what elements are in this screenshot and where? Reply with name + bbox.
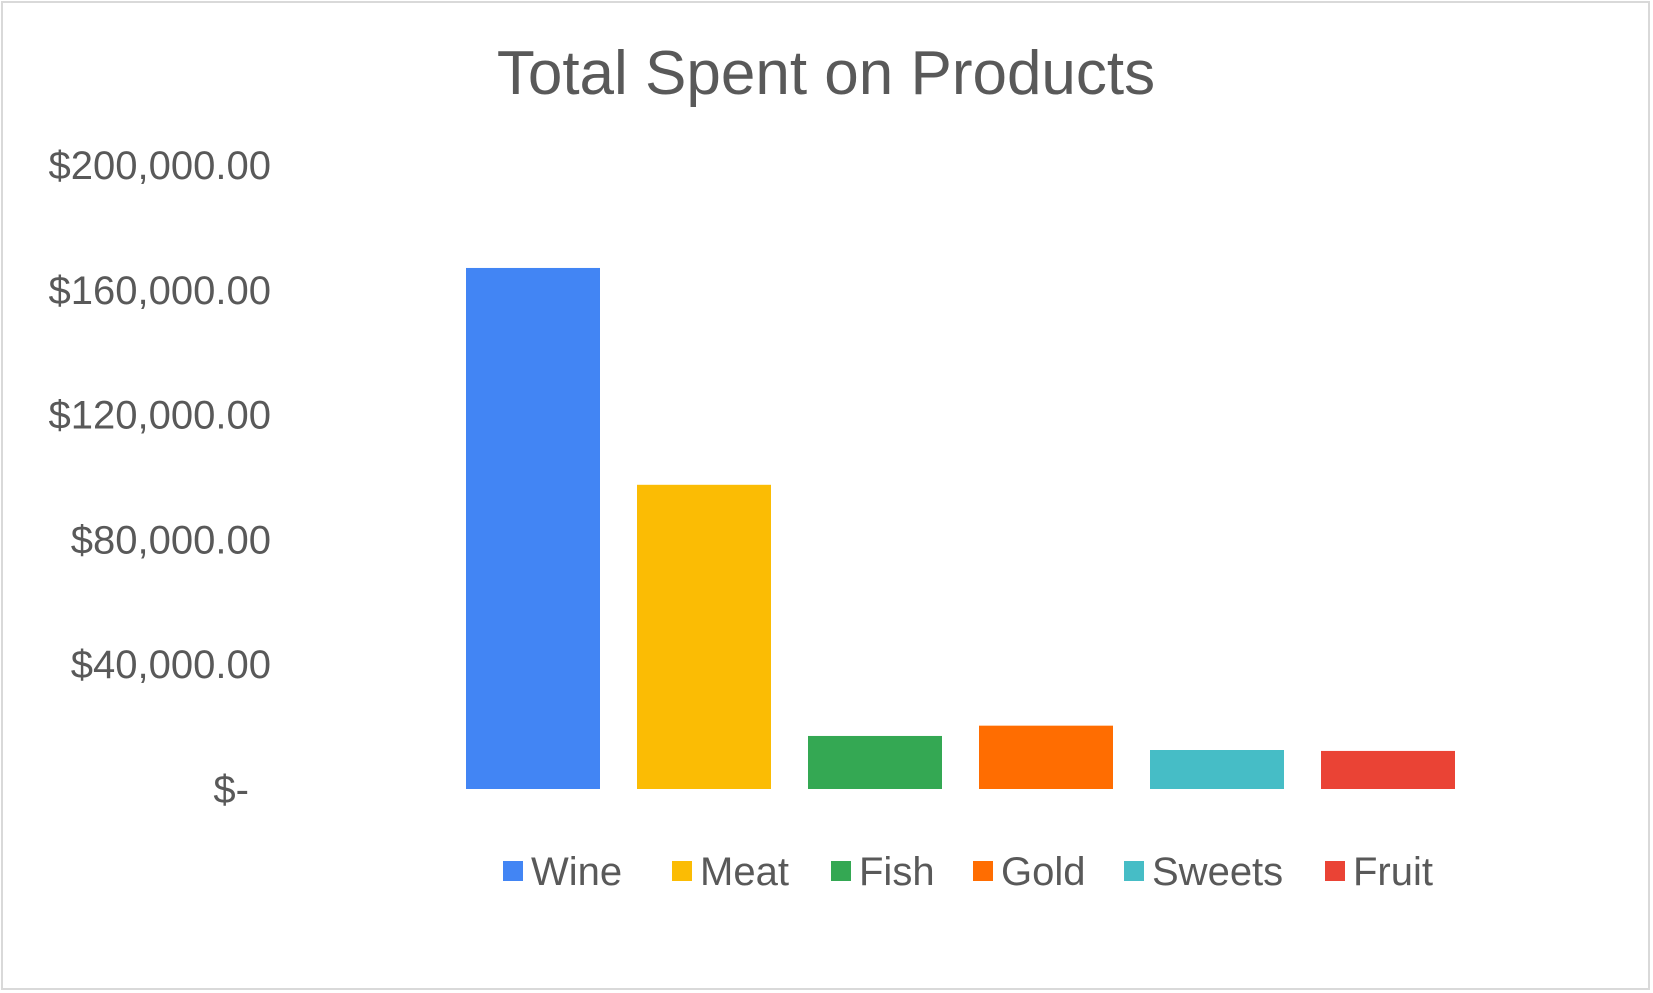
legend-item-wine: Wine xyxy=(503,850,622,894)
bar-meat xyxy=(637,484,771,789)
bar-gold xyxy=(979,725,1113,789)
legend-swatch xyxy=(831,861,851,881)
legend-label: Wine xyxy=(531,850,622,894)
y-tick-label: $- xyxy=(213,768,249,812)
chart-title: Total Spent on Products xyxy=(497,39,1155,108)
y-tick-label: $200,000.00 xyxy=(49,144,271,188)
y-tick-label: $120,000.00 xyxy=(49,394,271,438)
legend-item-fruit: Fruit xyxy=(1325,850,1433,894)
legend-label: Meat xyxy=(700,850,789,894)
legend: Wine Meat Fish Gold Sweets Fruit xyxy=(503,850,1433,894)
legend-label: Sweets xyxy=(1152,850,1283,894)
bar-wine xyxy=(466,267,600,790)
legend-label: Fruit xyxy=(1353,850,1433,894)
legend-item-meat: Meat xyxy=(672,850,789,894)
legend-swatch xyxy=(1124,861,1144,881)
bars xyxy=(466,267,1455,790)
y-tick-label: $80,000.00 xyxy=(71,518,271,562)
legend-label: Fish xyxy=(859,850,935,894)
legend-swatch xyxy=(503,861,523,881)
legend-swatch xyxy=(672,861,692,881)
legend-item-gold: Gold xyxy=(973,850,1086,894)
bar-sweets xyxy=(1150,750,1284,789)
y-tick-label: $40,000.00 xyxy=(71,643,271,687)
legend-item-sweets: Sweets xyxy=(1124,850,1283,894)
legend-item-fish: Fish xyxy=(831,850,935,894)
bar-fish xyxy=(808,735,942,789)
legend-swatch xyxy=(1325,861,1345,881)
y-axis: $- $40,000.00 $80,000.00 $120,000.00 $160,00… xyxy=(49,144,271,812)
legend-label: Gold xyxy=(1001,850,1086,894)
y-tick-label: $160,000.00 xyxy=(49,269,271,313)
bar-fruit xyxy=(1321,750,1455,789)
legend-swatch xyxy=(973,861,993,881)
